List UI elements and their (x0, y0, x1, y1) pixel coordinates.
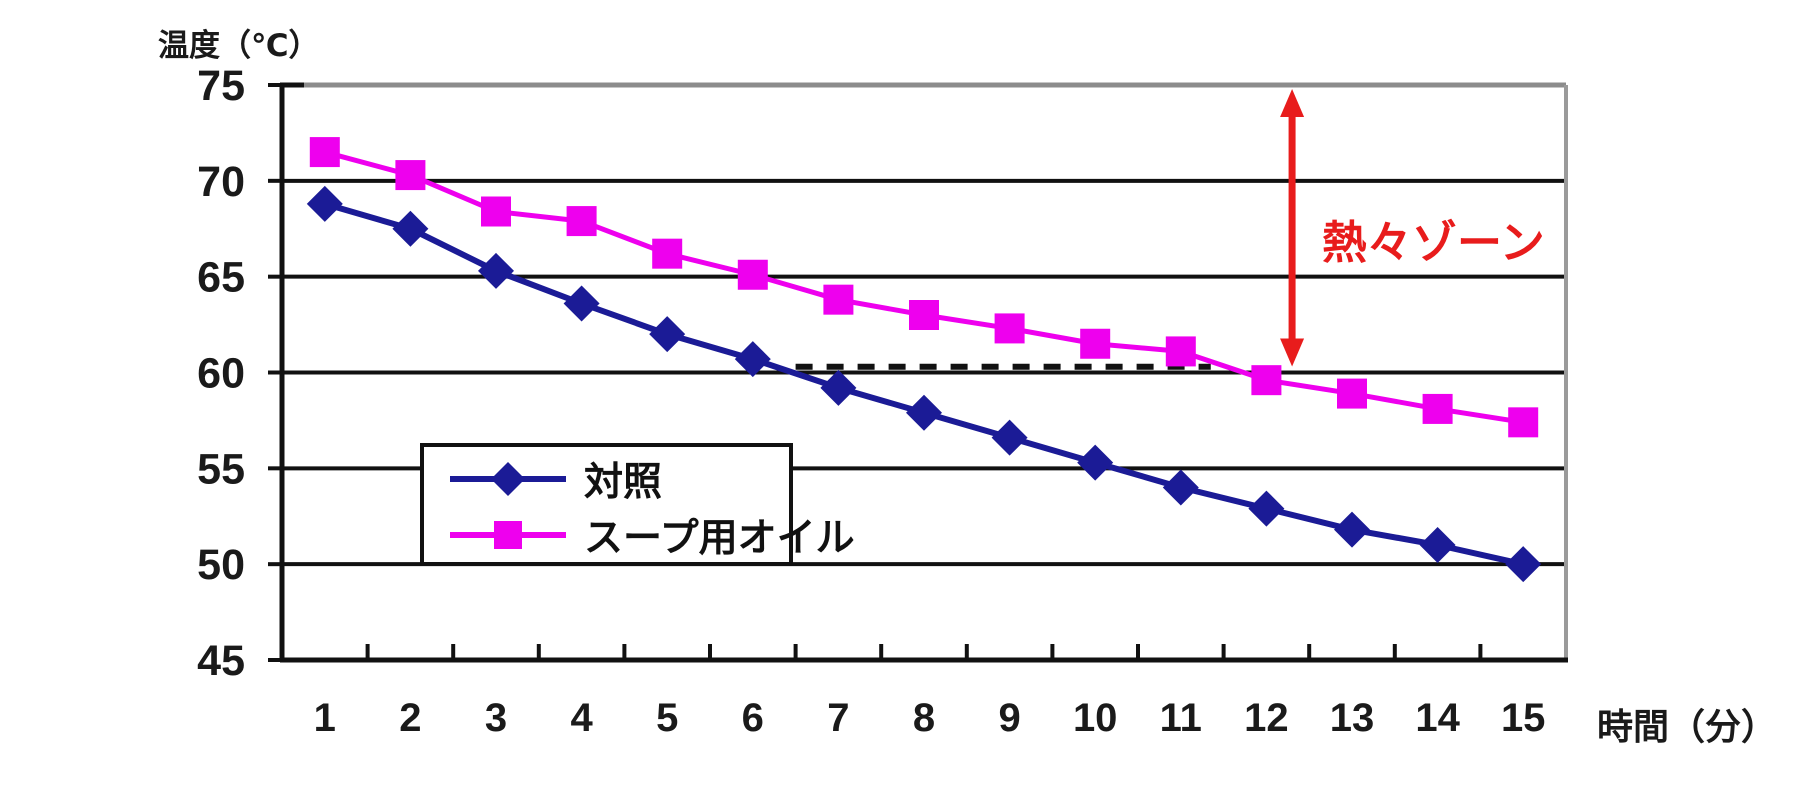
series-1-point-7 (823, 284, 854, 315)
range-arrow-head-down (1280, 338, 1305, 367)
y-tick-label: 75 (197, 62, 245, 110)
series-1-point-2 (395, 160, 426, 191)
legend-box: 対照 スープ用オイル (420, 443, 855, 566)
control-series-key-icon (450, 462, 566, 496)
x-tick-label: 12 (1244, 696, 1289, 740)
series-0-point-14 (1419, 527, 1456, 563)
legend-label-control: 対照 (584, 461, 663, 504)
series-0-point-7 (820, 369, 857, 406)
series-0-point-3 (478, 252, 514, 289)
x-tick-label: 8 (913, 696, 935, 740)
series-0-point-11 (1162, 469, 1199, 506)
x-tick-label: 2 (399, 696, 421, 740)
y-tick-label: 50 (197, 541, 245, 589)
y-tick-label: 70 (197, 158, 245, 206)
series-1-point-13 (1337, 378, 1367, 409)
series-0-point-12 (1248, 490, 1285, 527)
series-1-point-10 (1080, 328, 1111, 359)
series-1-point-3 (481, 196, 511, 227)
series-1-point-4 (566, 206, 597, 237)
legend-item-control: 対照 (448, 451, 789, 507)
series-1-point-5 (652, 238, 683, 269)
soup-oil-series-key-icon (450, 521, 566, 549)
x-tick-label: 6 (742, 696, 764, 740)
series-0-point-6 (734, 341, 771, 378)
series-1-point-11 (1165, 336, 1196, 367)
series-0-point-15 (1505, 546, 1542, 583)
series-1-point-15 (1508, 407, 1539, 438)
y-tick-label: 60 (197, 350, 245, 398)
series-1-point-12 (1251, 365, 1282, 396)
x-tick-label: 10 (1073, 696, 1118, 740)
x-tick-label: 7 (827, 696, 849, 740)
series-0-point-10 (1077, 444, 1114, 481)
series-1-point-6 (737, 259, 768, 290)
x-tick-label: 9 (998, 696, 1020, 740)
series-1-point-8 (909, 300, 939, 330)
series-0-point-5 (649, 316, 686, 353)
y-axis-title: 温度（℃） (158, 28, 320, 63)
x-tick-label: 11 (1160, 696, 1202, 740)
series-0-point-4 (563, 285, 600, 322)
y-tick-label: 55 (197, 445, 245, 493)
x-tick-label: 4 (570, 696, 593, 740)
x-tick-label: 15 (1501, 696, 1546, 740)
y-tick-label: 45 (197, 637, 245, 685)
series-0-point-13 (1334, 511, 1370, 548)
series-0-point-1 (306, 185, 343, 222)
range-arrow-head-up (1280, 89, 1305, 117)
x-tick-label: 14 (1415, 696, 1460, 740)
series-1-point-9 (994, 313, 1025, 344)
x-tick-label: 13 (1330, 696, 1375, 740)
x-axis-title: 時間（分） (1597, 706, 1778, 747)
series-0-point-9 (991, 419, 1028, 456)
x-tick-label: 3 (485, 696, 507, 740)
x-tick-label: 5 (656, 696, 678, 740)
series-0-point-2 (392, 210, 429, 247)
legend-label-soup-oil: スープ用オイル (584, 517, 855, 560)
legend-key-square-marker (494, 521, 522, 549)
legend-item-soup-oil: スープ用オイル (448, 507, 855, 563)
series-1-point-14 (1422, 393, 1453, 424)
hot-zone-annotation: 熱々ゾーン (1322, 217, 1545, 268)
y-tick-label: 65 (197, 254, 245, 302)
series-0-point-8 (906, 394, 942, 431)
series-1-point-1 (309, 137, 340, 168)
legend-key-diamond-marker (491, 462, 525, 496)
x-tick-label: 1 (314, 696, 336, 740)
